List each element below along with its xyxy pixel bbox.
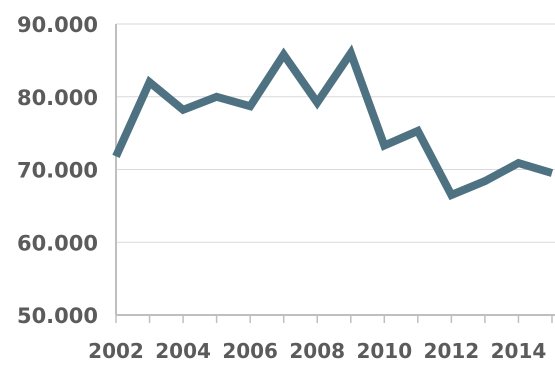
y-tick-label: 70.000 bbox=[17, 159, 98, 183]
axes bbox=[115, 24, 555, 316]
y-tick-label: 50.000 bbox=[17, 304, 98, 328]
x-axis-ticks: 2002 2004 2006 2008 2010 2012 2014 bbox=[88, 315, 553, 363]
x-tick-label: 2006 bbox=[222, 339, 278, 363]
y-tick-label: 80.000 bbox=[17, 86, 98, 110]
series-line bbox=[112, 44, 554, 201]
x-tick-label: 2012 bbox=[424, 339, 480, 363]
x-tick-label: 2014 bbox=[491, 339, 547, 363]
y-tick-label: 60.000 bbox=[17, 231, 98, 255]
x-tick-label: 2004 bbox=[155, 339, 211, 363]
y-axis-tick-labels: 50.000 60.000 70.000 80.000 90.000 bbox=[17, 13, 98, 328]
gridlines bbox=[116, 23, 555, 243]
x-tick-label: 2010 bbox=[356, 339, 412, 363]
y-tick-label: 90.000 bbox=[17, 13, 98, 37]
x-tick-label: 2002 bbox=[88, 339, 144, 363]
data-series bbox=[112, 44, 554, 201]
x-tick-label: 2008 bbox=[289, 339, 345, 363]
